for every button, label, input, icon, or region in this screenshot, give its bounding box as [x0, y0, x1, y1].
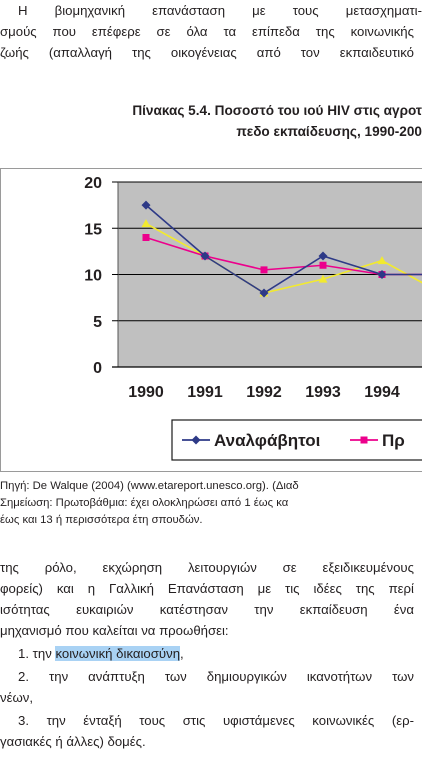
body-line: φορείς) και η Γαλλική Επανάσταση με τις …: [0, 581, 414, 596]
source-line: Πηγή: De Walque (2004) (www.etareport.un…: [0, 480, 299, 492]
x-tick-label: 1991: [187, 384, 223, 401]
legend-label: Πρ: [382, 431, 405, 450]
data-point: [200, 251, 210, 261]
highlighted-text[interactable]: κοινωνική δικαιοσύνη: [55, 646, 181, 661]
legend-marker: [360, 436, 368, 444]
y-tick-label: 20: [84, 175, 102, 192]
data-point: [260, 266, 268, 274]
list-item-continuation: νέων,: [0, 690, 34, 705]
source-note: Πηγή: De Walque (2004) (www.etareport.un…: [0, 478, 299, 529]
series-line: [145, 204, 422, 294]
data-point: [377, 270, 387, 279]
table-caption-line: πεδο εκπαίδευσης, 1990-200: [236, 124, 422, 139]
y-tick-label: 5: [93, 314, 102, 331]
intro-line: ζωής (απαλλαγή της οικογένειας από τον ε…: [0, 45, 414, 60]
body-line: μηχανισμό που καλείται να προωθήσει:: [0, 623, 229, 638]
data-point: [318, 251, 328, 261]
list-item: 3. την ένταξή τους στις υφιστάμενες κοιν…: [18, 713, 414, 728]
chart-svg: 051015201990199119921993199419 Αναλφάβητ…: [0, 168, 422, 472]
table-caption-line: Πίνακας 5.4. Ποσοστό του ιού HIV στις αγ…: [132, 103, 422, 118]
y-tick-label: 0: [93, 360, 102, 377]
note-line: Σημείωση: Πρωτοβάθμια: έχει ολοκληρώσει …: [0, 497, 289, 509]
legend-label: Αναλφάβητοι: [214, 431, 321, 450]
data-point: [319, 261, 327, 269]
data-point: [142, 234, 150, 241]
y-tick-label: 10: [84, 268, 102, 285]
data-point: [318, 274, 328, 283]
plot-area: 051015201990199119921993199419: [84, 175, 422, 401]
body-line: ισότητας ευκαιριών κατέστησαν την εκπαίδ…: [0, 602, 414, 617]
x-tick-label: 1992: [246, 384, 282, 401]
x-tick-label: 1990: [128, 384, 164, 401]
y-tick-label: 15: [84, 221, 102, 238]
x-tick-label: 1994: [364, 384, 400, 401]
legend-marker: [191, 435, 201, 445]
list-item-continuation: γασιακές ή άλλες) δομές.: [0, 734, 146, 749]
list-item: 1. την κοινωνική δικαιοσύνη,: [18, 643, 184, 664]
line-chart: 051015201990199119921993199419 Αναλφάβητ…: [0, 168, 422, 472]
data-point: [377, 256, 387, 265]
intro-line: Η βιομηχανική επανάσταση με τους μετασχη…: [18, 3, 422, 18]
data-point: [259, 288, 269, 298]
list-item-suffix: ,: [180, 646, 184, 661]
x-tick-label: 1993: [305, 384, 341, 401]
note-line: έως και 13 ή περισσότερα έτη σπουδών.: [0, 514, 203, 526]
list-item: 2. την ανάπτυξη των δημιουργικών ικανοτή…: [18, 669, 414, 684]
intro-line: σμούς που επέφερε σε όλα τα επίπεδα της …: [0, 24, 414, 39]
series-line: [145, 222, 422, 294]
chart-legend: Αναλφάβητοι Πρ: [171, 419, 422, 461]
data-point: [141, 219, 151, 228]
list-item-prefix: 1. την: [18, 646, 56, 661]
body-line: της ρόλο, εκχώρηση λειτουργιών σε εξειδι…: [0, 560, 414, 575]
data-point: [141, 200, 151, 210]
legend-box: [171, 419, 422, 461]
